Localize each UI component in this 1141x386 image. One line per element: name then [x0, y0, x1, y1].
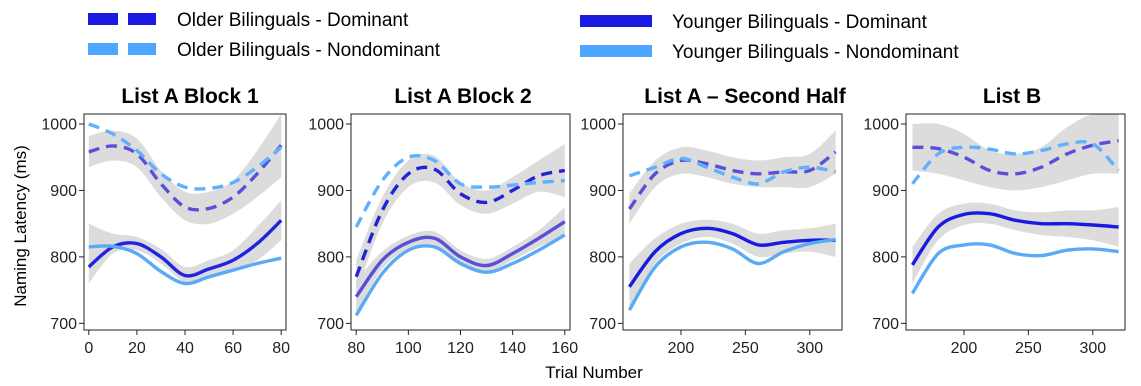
series-line-2-4 — [354, 233, 566, 317]
panel-2: List A Block 2 700 800 900 1000 80 100 120 140 16… — [308, 85, 578, 357]
legend-label-2: Younger Bilinguals - Dominant — [672, 12, 928, 33]
confidence-band-2-1 — [356, 143, 565, 294]
y-tick-label-1-1: 800 — [50, 249, 77, 266]
series-line-1-3 — [87, 219, 283, 278]
series-line-2-1 — [354, 165, 566, 278]
legend-label-0: Older Bilinguals - Dominant — [177, 10, 409, 31]
panel-frame-4 — [905, 113, 1126, 331]
panel-4: List B 700 800 900 1000 200 250 300 — [863, 85, 1126, 357]
y-tick-label-4-2: 900 — [872, 183, 899, 200]
panel-title-1: List A Block 1 — [121, 85, 259, 108]
legend-label-3: Younger Bilinguals - Nondominant — [672, 42, 959, 63]
series-line-3-2 — [628, 156, 836, 186]
panel-frame-2 — [350, 113, 571, 331]
x-axis-label: Trial Number — [545, 363, 643, 382]
x-tick-label-1-4: 80 — [272, 340, 290, 357]
panel-title-4: List B — [983, 85, 1041, 108]
y-tick-label-2-3: 1000 — [308, 116, 344, 133]
y-tick-label-4-1: 800 — [872, 249, 899, 266]
panel-3: List A – Second Half 700 800 900 1000 200 250 3… — [580, 85, 846, 357]
y-tick-label-3-1: 800 — [589, 249, 616, 266]
confidence-band-4-1 — [912, 114, 1119, 191]
confidence-band-2-3 — [356, 207, 565, 314]
x-tick-label-3-1: 250 — [732, 340, 759, 357]
confidence-band-1-1 — [88, 114, 282, 225]
x-tick-label-2-2: 120 — [447, 340, 474, 357]
y-tick-label-1-2: 900 — [50, 183, 77, 200]
series-line-4-3 — [910, 211, 1119, 266]
x-tick-label-1-1: 20 — [128, 340, 146, 357]
y-tick-label-3-2: 900 — [589, 183, 616, 200]
legend-label-1: Older Bilinguals - Nondominant — [177, 40, 441, 61]
plot-area-4 — [910, 114, 1120, 295]
series-line-2-2 — [354, 153, 565, 228]
legend: Older Bilinguals - Dominant Older Bilingu… — [88, 10, 959, 63]
series-line-1-2 — [88, 122, 283, 191]
y-tick-label-1-0: 700 — [50, 316, 77, 333]
y-tick-label-3-0: 700 — [589, 316, 616, 333]
panel-title-3: List A – Second Half — [644, 85, 846, 108]
series-line-3-4 — [627, 237, 836, 311]
series-line-1-4 — [88, 244, 282, 286]
series-line-4-4 — [910, 242, 1119, 295]
plot-area-2 — [354, 143, 566, 317]
x-tick-label-3-2: 300 — [796, 340, 823, 357]
x-tick-label-2-1: 100 — [395, 340, 422, 357]
y-tick-label-4-3: 1000 — [863, 116, 899, 133]
x-tick-label-3-0: 200 — [668, 340, 695, 357]
x-tick-label-1-2: 40 — [176, 340, 194, 357]
panel-1: List A Block 1 700 800 900 1000 0 20 40 60 80 — [41, 85, 290, 357]
y-axis-label: Naming Latency (ms) — [11, 145, 30, 307]
panel-frame-3 — [622, 113, 843, 331]
confidence-band-1-3 — [88, 200, 282, 284]
panel-title-2: List A Block 2 — [394, 85, 531, 108]
x-tick-label-1-0: 0 — [84, 340, 93, 357]
series-line-4-2 — [911, 139, 1120, 185]
x-tick-label-4-0: 200 — [951, 340, 978, 357]
x-tick-label-1-3: 60 — [224, 340, 242, 357]
plot-area-3 — [627, 130, 837, 311]
y-tick-label-1-3: 1000 — [41, 116, 77, 133]
x-tick-label-2-3: 140 — [499, 340, 526, 357]
plot-area-1 — [87, 114, 283, 286]
x-tick-label-2-4: 160 — [551, 340, 578, 357]
y-tick-label-2-0: 700 — [317, 316, 344, 333]
series-line-4-1 — [912, 138, 1119, 176]
x-tick-label-4-2: 300 — [1079, 340, 1106, 357]
confidence-band-4-3 — [912, 202, 1119, 284]
y-tick-label-4-0: 700 — [872, 316, 899, 333]
series-line-3-3 — [628, 226, 836, 288]
x-tick-label-2-0: 80 — [347, 340, 365, 357]
y-tick-label-2-1: 800 — [317, 249, 344, 266]
x-tick-label-4-1: 250 — [1015, 340, 1042, 357]
series-line-2-3 — [354, 220, 566, 298]
y-tick-label-2-2: 900 — [317, 183, 344, 200]
y-tick-label-3-3: 1000 — [580, 116, 616, 133]
